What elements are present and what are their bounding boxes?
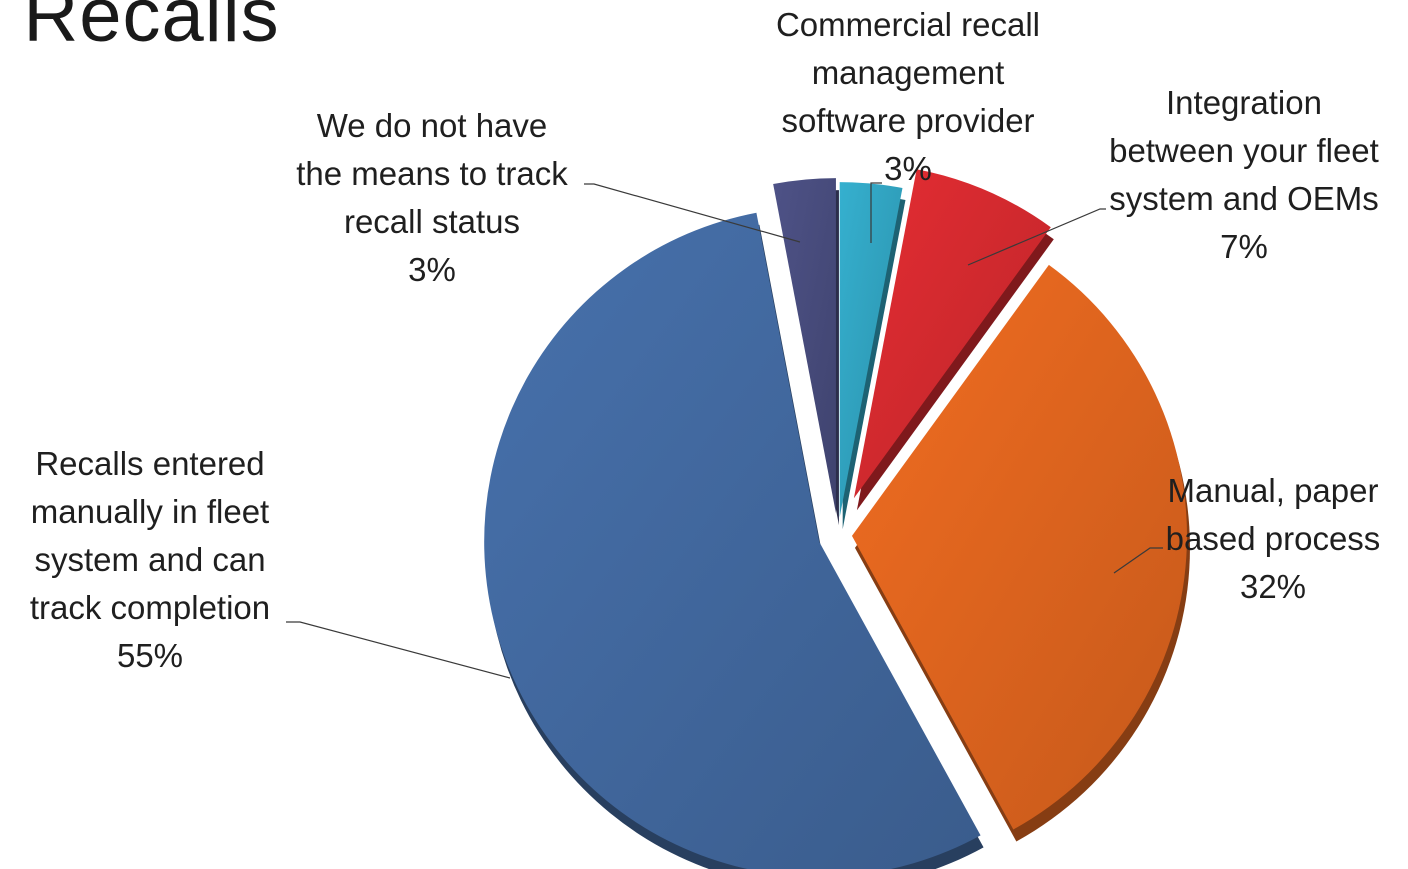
slice-label-line: between your fleet — [1109, 132, 1379, 169]
slice-value-label: 7% — [1220, 228, 1268, 265]
labels-layer: Commercial recall management software prov… — [30, 6, 1380, 674]
slice-label: Manual, paper based process 32% — [1166, 472, 1381, 605]
slice-label: Integration between your fleet system and … — [1109, 84, 1379, 265]
pie-slice-top — [484, 212, 981, 869]
leader-line — [967, 208, 1106, 266]
slice-label-line: We do not have — [317, 107, 548, 144]
slice-label: Recalls entered manually in fleet system a… — [30, 445, 270, 674]
slice-label-line: Commercial recall — [776, 6, 1040, 43]
leader-lines-layer — [286, 182, 1163, 679]
slice-label-line: Integration — [1166, 84, 1322, 121]
slices-layer — [484, 169, 1190, 869]
pie-slice — [853, 169, 1054, 511]
slice-label: Commercial recall management software prov… — [776, 6, 1040, 187]
slice-label-line: software provider — [781, 102, 1034, 139]
slice-label-line: based process — [1166, 520, 1381, 557]
slice-value-label: 55% — [117, 637, 183, 674]
slice-label-line: the means to track — [296, 155, 568, 192]
slice-label-line: system and can — [34, 541, 265, 578]
slice-label-line: track completion — [30, 589, 270, 626]
pie-slice-top — [851, 264, 1187, 830]
leader-line — [286, 621, 511, 679]
pie-slice-top — [853, 169, 1051, 499]
slice-value-label: 3% — [884, 150, 932, 187]
pie-slice-top — [839, 182, 903, 518]
slice-label-line: Recalls entered — [35, 445, 264, 482]
slice-label-line: management — [812, 54, 1005, 91]
pie-slice — [851, 264, 1190, 842]
slice-label-line: recall status — [344, 203, 520, 240]
pie-slice-top — [773, 178, 836, 514]
leader-line — [870, 182, 882, 243]
pie-slice — [773, 178, 839, 526]
pie-slice — [839, 182, 906, 530]
page-title: e Recalls — [0, 0, 280, 58]
slice-value-label: 3% — [408, 251, 456, 288]
slice-label: We do not have the means to track recall s… — [296, 107, 568, 288]
slice-label-line: Manual, paper — [1168, 472, 1379, 509]
slice-label-line: system and OEMs — [1109, 180, 1379, 217]
leader-line — [1113, 547, 1163, 574]
slice-value-label: 32% — [1240, 568, 1306, 605]
pie-slice — [484, 212, 984, 869]
leader-line — [584, 183, 801, 243]
slice-label-line: manually in fleet — [31, 493, 269, 530]
